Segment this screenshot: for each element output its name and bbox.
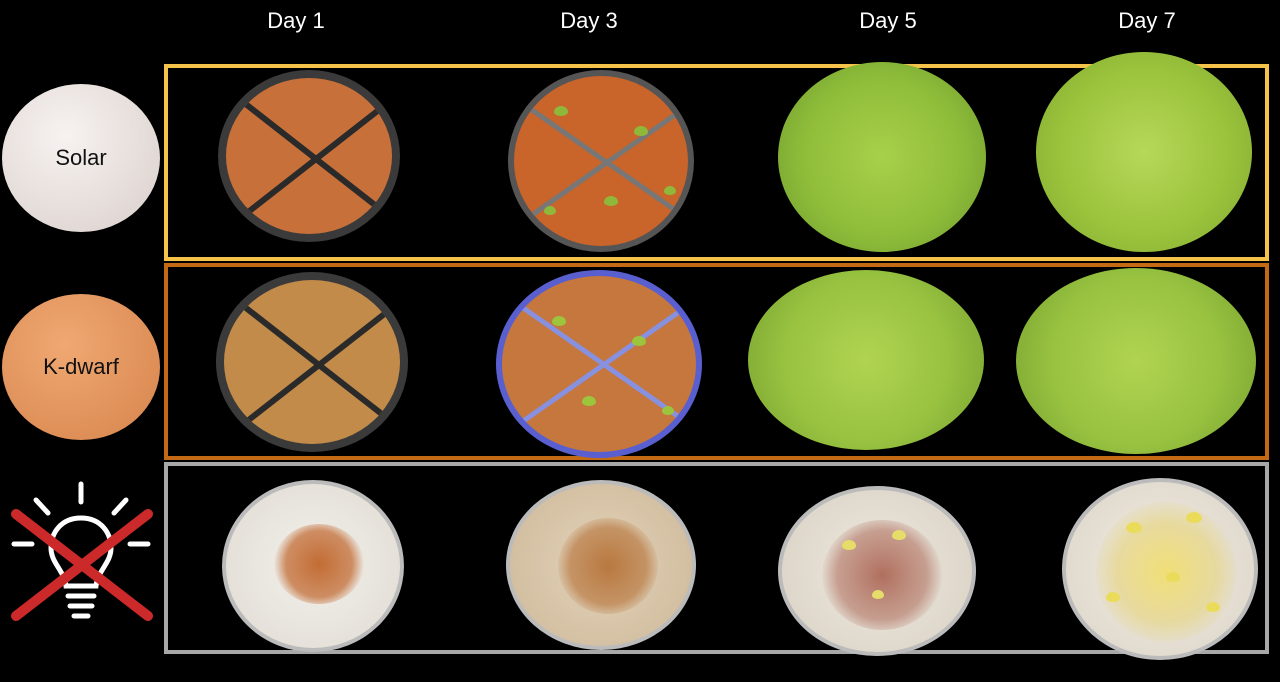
dark-day5-dish <box>778 486 976 656</box>
k-dwarf-day3-dish <box>496 270 702 458</box>
dark-day3-dish <box>506 480 696 650</box>
dark-day1-dish <box>222 480 404 652</box>
k-dwarf-day5-dish <box>748 270 984 450</box>
k-dwarf-circle: K-dwarf <box>2 294 160 440</box>
solar-day5-dish <box>778 62 986 252</box>
day-5-header: Day 5 <box>859 8 917 33</box>
k-dwarf-label: K-dwarf <box>43 354 119 379</box>
k-dwarf-day1-dish <box>216 272 408 452</box>
solar-day3-dish <box>508 70 694 252</box>
solar-row-frame <box>164 64 1269 261</box>
solar-circle: Solar <box>2 84 160 232</box>
solar-day1-dish <box>218 70 400 242</box>
day-1-header: Day 1 <box>267 8 325 33</box>
day-7-header: Day 7 <box>1118 8 1176 33</box>
k-dwarf-row-frame <box>164 263 1269 460</box>
lightbulb-crossed-out-icon <box>11 481 153 621</box>
dark-row-frame <box>164 462 1269 654</box>
day-3-header: Day 3 <box>560 8 618 33</box>
k-dwarf-day7-dish <box>1016 268 1256 454</box>
dark-day7-dish <box>1062 478 1258 660</box>
solar-day7-dish <box>1036 52 1252 252</box>
solar-label: Solar <box>55 145 107 170</box>
